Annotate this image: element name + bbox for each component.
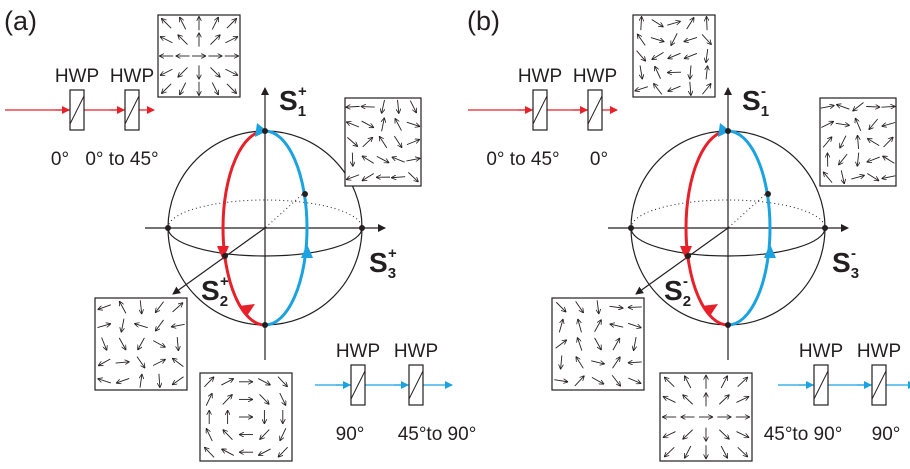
plate-label: HWP [573, 66, 617, 87]
axis-label: S1 - [742, 83, 769, 120]
sphere-point [685, 253, 691, 259]
axis-s2-back [728, 192, 768, 228]
axis-index: 2 [683, 293, 691, 310]
axis-label: S3 + [369, 245, 397, 282]
axis-label: S1 + [279, 83, 307, 120]
sphere-point [302, 191, 308, 197]
axis-label: S2 - [664, 273, 691, 310]
axis-label: S2 + [201, 273, 229, 310]
field-arrow [706, 16, 707, 30]
axis-symbol: S [201, 275, 220, 306]
panel-label: (b) [467, 6, 500, 36]
panel-label: (a) [4, 6, 37, 36]
sphere-point [222, 253, 228, 259]
axis-sign: - [683, 273, 688, 290]
sphere-point [262, 322, 268, 328]
angle-label: 0° [51, 149, 69, 170]
field-arrow [361, 107, 375, 108]
sphere-point [725, 322, 731, 328]
axis-symbol: S [664, 275, 683, 306]
blue-arrowhead [764, 244, 776, 258]
sphere-point [359, 225, 365, 231]
axis-index: 3 [388, 265, 396, 282]
axis-symbol: S [742, 85, 761, 116]
axis-sign: + [220, 273, 229, 290]
angle-label: 0° to 45° [85, 149, 158, 170]
diagram: (a)S1+S3+S2+HWP0°HWP0° to 45°HWP90°HWP45… [0, 0, 910, 469]
axis-symbol: S [832, 247, 851, 278]
field-arrow [352, 153, 353, 167]
plate-label: HWP [857, 341, 901, 362]
axis-symbol: S [279, 85, 298, 116]
angle-label: 90° [336, 424, 365, 445]
axis-index: 3 [851, 265, 859, 282]
plate-label: HWP [394, 341, 438, 362]
axis-symbol: S [369, 247, 388, 278]
axis-index: 2 [220, 293, 228, 310]
axis-index: 1 [761, 103, 769, 120]
plate-label: HWP [336, 341, 380, 362]
axis-sign: - [761, 83, 766, 100]
plate-label: HWP [55, 66, 99, 87]
axis-label: S3 - [832, 245, 859, 282]
angle-label: 0° [590, 149, 608, 170]
blue-arrowhead [301, 244, 313, 258]
plate-label: HWP [799, 341, 843, 362]
angle-label: 45°to 90° [764, 424, 843, 445]
sphere-point [765, 191, 771, 197]
axis-sign: + [388, 245, 397, 262]
sphere-point [725, 128, 731, 134]
axis-s2-back [265, 192, 305, 228]
angle-label: 45°to 90° [398, 424, 477, 445]
sphere-point [165, 225, 171, 231]
plate-label: HWP [518, 66, 562, 87]
angle-label: 90° [872, 424, 901, 445]
plate-label: HWP [110, 66, 154, 87]
sphere-point [822, 225, 828, 231]
axis-sign: - [851, 245, 856, 262]
axis-sign: + [298, 83, 307, 100]
axis-index: 1 [298, 103, 306, 120]
field-arrow [866, 106, 880, 107]
field-arrow [628, 307, 642, 308]
sphere-point [628, 225, 634, 231]
sphere-point [262, 128, 268, 134]
angle-label: 0° to 45° [486, 149, 559, 170]
